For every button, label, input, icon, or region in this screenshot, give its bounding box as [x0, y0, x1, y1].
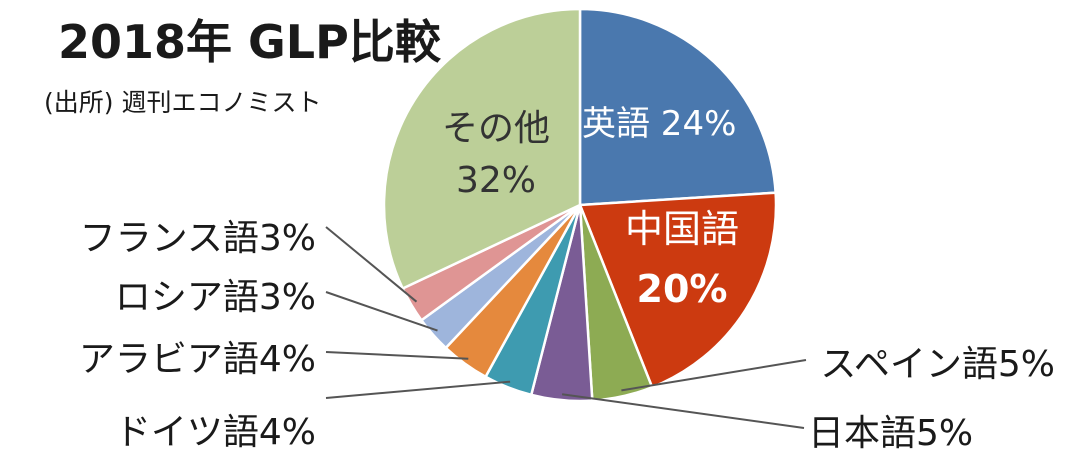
data-label-chinese-pct: 20%: [637, 267, 728, 311]
data-label-spanish: スペイン語5%: [820, 344, 1055, 385]
pie-slice-0: [578, 7, 777, 207]
leader-line-5: [325, 351, 469, 360]
data-label-russian: ロシア語3%: [115, 277, 316, 318]
data-label-german: ドイツ語4%: [115, 412, 316, 453]
leader-line-4: [325, 380, 511, 399]
data-label-english: 英語 24%: [582, 104, 736, 144]
data-label-arabic: アラビア語4%: [79, 339, 316, 380]
data-label-other-pct: 32%: [456, 160, 536, 201]
data-label-other-name: その他: [442, 108, 550, 149]
leader-line-6: [325, 291, 438, 332]
leader-line-3: [561, 393, 805, 429]
data-label-japanese: 日本語5%: [808, 413, 973, 454]
pie-slice-1: [578, 191, 778, 389]
data-label-french: フランス語3%: [80, 218, 316, 259]
chart-subtitle: (出所) 週刊エコノミスト: [44, 88, 321, 117]
leader-line-2: [621, 359, 807, 392]
leader-line-7: [325, 226, 418, 303]
chart-title: 2018年 GLP比較: [58, 15, 442, 69]
pie-slice-8: [382, 7, 582, 291]
data-label-chinese-name: 中国語: [625, 207, 739, 251]
